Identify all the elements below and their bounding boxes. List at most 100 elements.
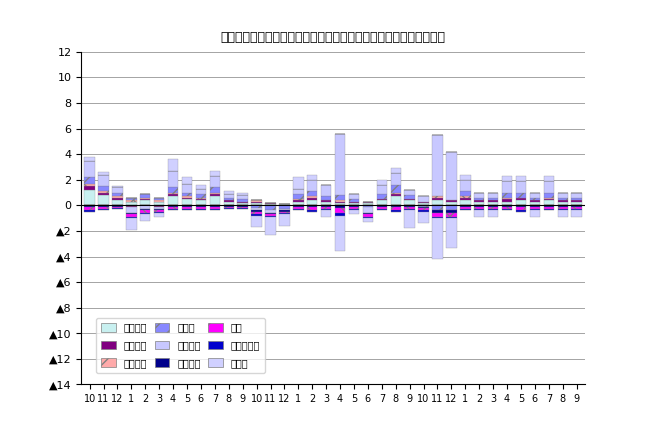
Bar	[126, 200, 136, 201]
Bar	[168, 194, 178, 197]
Bar	[182, 184, 192, 193]
Bar	[419, 203, 429, 205]
Bar	[224, 206, 234, 208]
Bar	[154, 201, 164, 205]
Bar	[224, 194, 234, 198]
Bar	[265, 213, 276, 214]
Legend: 一般機械, 電気機械, 情報通信, 電デバ, 輸送機械, 窯業土石, 化学, その他工業, その他: 一般機械, 電気機械, 情報通信, 電デバ, 輸送機械, 窯業土石, 化学, そ…	[96, 318, 265, 373]
Bar	[460, 191, 471, 197]
Bar	[419, 201, 429, 203]
Bar	[335, 216, 345, 251]
Bar	[446, 210, 457, 213]
Bar	[265, 210, 276, 213]
Bar	[404, 210, 415, 229]
Bar	[182, 177, 192, 184]
Bar	[84, 206, 95, 210]
Bar	[488, 209, 499, 210]
Bar	[488, 210, 499, 217]
Bar	[307, 206, 317, 210]
Bar	[280, 214, 290, 226]
Bar	[474, 209, 484, 210]
Bar	[460, 209, 471, 210]
Bar	[419, 210, 429, 212]
Bar	[515, 206, 526, 210]
Bar	[571, 201, 582, 205]
Bar	[530, 201, 540, 205]
Bar	[209, 176, 220, 187]
Bar	[515, 210, 526, 212]
Bar	[432, 198, 443, 200]
Bar	[376, 209, 387, 210]
Bar	[98, 193, 109, 195]
Bar	[196, 194, 206, 198]
Bar	[112, 208, 123, 209]
Bar	[502, 181, 512, 193]
Bar	[307, 197, 317, 198]
Bar	[98, 195, 109, 205]
Bar	[252, 203, 262, 205]
Bar	[265, 204, 276, 205]
Bar	[391, 205, 401, 206]
Bar	[446, 201, 457, 205]
Bar	[224, 191, 234, 194]
Bar	[112, 198, 123, 200]
Bar	[112, 187, 123, 193]
Bar	[335, 208, 345, 213]
Bar	[432, 210, 443, 213]
Bar	[265, 216, 276, 217]
Bar	[502, 176, 512, 181]
Bar	[446, 205, 457, 210]
Bar	[460, 205, 471, 206]
Bar	[126, 206, 136, 213]
Bar	[196, 199, 206, 200]
Bar	[349, 199, 359, 201]
Bar	[280, 210, 290, 212]
Bar	[363, 217, 373, 218]
Bar	[307, 191, 317, 197]
Bar	[321, 200, 332, 201]
Bar	[432, 200, 443, 205]
Bar	[126, 217, 136, 218]
Bar	[488, 198, 499, 200]
Bar	[543, 199, 554, 200]
Bar	[515, 200, 526, 205]
Bar	[558, 205, 568, 206]
Bar	[140, 205, 151, 209]
Bar	[154, 198, 164, 200]
Bar	[307, 180, 317, 191]
Bar	[349, 203, 359, 205]
Bar	[391, 206, 401, 210]
Bar	[112, 186, 123, 187]
Bar	[335, 213, 345, 216]
Bar	[237, 195, 248, 199]
Bar	[237, 193, 248, 195]
Bar	[543, 200, 554, 205]
Bar	[98, 172, 109, 175]
Bar	[419, 208, 429, 210]
Bar	[460, 197, 471, 198]
Bar	[391, 185, 401, 193]
Bar	[209, 205, 220, 206]
Bar	[293, 189, 304, 194]
Bar	[140, 209, 151, 210]
Bar	[543, 206, 554, 209]
Bar	[293, 201, 304, 205]
Bar	[502, 205, 512, 206]
Bar	[376, 200, 387, 205]
Bar	[404, 195, 415, 199]
Bar	[349, 209, 359, 210]
Bar	[460, 198, 471, 200]
Bar	[252, 201, 262, 203]
Bar	[349, 194, 359, 199]
Bar	[84, 184, 95, 186]
Bar	[404, 205, 415, 206]
Bar	[419, 206, 429, 208]
Bar	[196, 198, 206, 199]
Bar	[543, 198, 554, 199]
Bar	[237, 206, 248, 208]
Bar	[154, 209, 164, 210]
Bar	[321, 210, 332, 217]
Bar	[168, 187, 178, 193]
Bar	[224, 198, 234, 200]
Bar	[168, 159, 178, 171]
